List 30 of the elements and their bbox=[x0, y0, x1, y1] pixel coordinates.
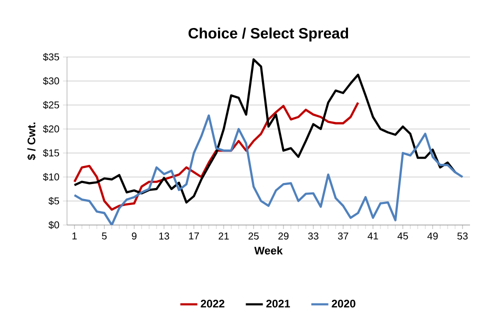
x-tick-label: 33 bbox=[308, 232, 318, 240]
line-series bbox=[73, 114, 464, 225]
x-tick-label: 21 bbox=[218, 232, 229, 240]
y-tick-label: $35 bbox=[42, 52, 60, 62]
x-tick-label: 9 bbox=[132, 232, 136, 240]
legend-label: 2021 bbox=[266, 300, 290, 308]
y-tick-label: $5 bbox=[48, 196, 60, 206]
x-tick-label: 37 bbox=[338, 232, 348, 240]
x-tick-label: 25 bbox=[248, 232, 259, 240]
x-tick-label: 41 bbox=[368, 232, 378, 240]
x-tick-label: 49 bbox=[427, 232, 438, 240]
legend-label: 2020 bbox=[332, 300, 356, 308]
x-tick-label: 1 bbox=[72, 232, 77, 240]
y-axis-title: $ / Cwt. bbox=[27, 122, 36, 160]
x-tick-label: 13 bbox=[159, 232, 170, 240]
x-tick-label: 45 bbox=[398, 232, 408, 240]
x-tick-label: 53 bbox=[457, 232, 468, 240]
x-axis-title: Week bbox=[254, 246, 283, 254]
y-tick-label: $25 bbox=[42, 100, 60, 110]
y-tick-label: $20 bbox=[42, 124, 60, 134]
line-series bbox=[73, 58, 456, 204]
legend-label: 2022 bbox=[200, 300, 224, 308]
x-tick-label: 29 bbox=[278, 232, 289, 240]
y-tick-label: $0 bbox=[48, 220, 60, 230]
x-tick-label: 17 bbox=[189, 232, 199, 240]
x-tick-label: 5 bbox=[102, 232, 107, 240]
chart-title: Choice / Select Spread bbox=[188, 28, 348, 42]
y-tick-label: $30 bbox=[42, 76, 60, 86]
y-tick-label: $15 bbox=[42, 148, 60, 158]
y-tick-label: $10 bbox=[42, 172, 60, 182]
